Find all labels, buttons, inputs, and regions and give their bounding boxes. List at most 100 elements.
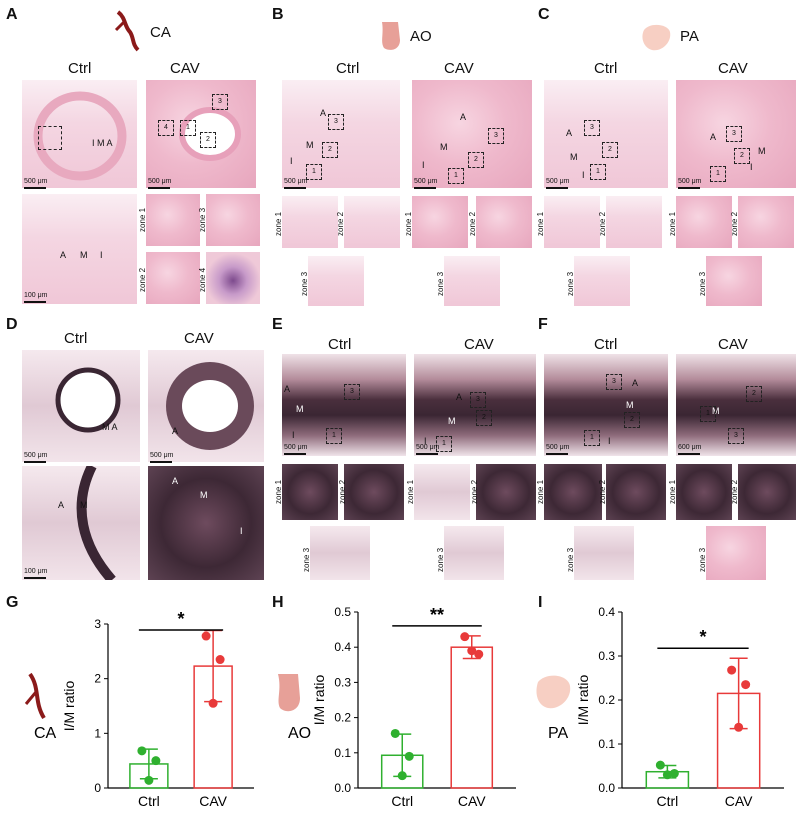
panel-letter-c: C [538,6,550,23]
scale-bar: 100 μm [24,292,48,303]
significance-marker: ** [430,605,444,625]
zone-box-1: 1 [448,168,464,184]
zone-label: zone 1 [536,211,545,236]
x-tick-label: CAV [725,793,753,809]
cav-label-b: CAV [444,60,474,77]
y-tick-label: 0.2 [334,711,351,725]
coronary-artery-icon [24,691,38,705]
zone-label: zone 1 [138,207,147,232]
zone-box-2: 2 [476,410,492,426]
zone-label: zone 1 [668,479,677,504]
significance-marker: * [699,627,706,647]
zone-image [146,252,200,304]
zone-box-1: 1 [584,430,600,446]
scale-bar: 500 μm [148,178,172,189]
ctrl-label-f: Ctrl [594,336,618,353]
y-tick-label: 0.0 [598,781,615,795]
zone-box-3: 3 [728,428,744,444]
zone-box-2: 2 [200,132,216,148]
panel-letter-a: A [6,6,18,23]
zone-image [738,196,794,248]
zone-label: zone 1 [406,479,415,504]
zone-image [282,464,338,520]
scale-bar: 500 μm [678,178,702,189]
zoom-box [38,126,62,150]
zone-box-1: 1 [710,166,726,182]
scale-bar: 100 μm [24,568,48,579]
zone-label: zone 3 [300,271,309,296]
zone-box-3: 3 [488,128,504,144]
y-tick-label: 1 [94,726,101,740]
zone-image [146,194,200,246]
significance-marker: * [177,609,184,629]
zone-image [308,256,364,306]
zone-image [706,526,766,580]
zone-image [310,526,370,580]
y-tick-label: 0.2 [598,693,615,707]
scale-bar: 500 μm [284,178,308,189]
zone-label: zone 2 [336,211,345,236]
data-point [208,698,218,708]
y-tick-label: 3 [94,617,101,631]
zone-box-3: 3 [726,126,742,142]
zone-image [606,464,666,520]
zone-image [676,196,732,248]
y-tick-label: 0.1 [334,746,351,760]
zone-image [476,464,536,520]
panel-letter-b: B [272,6,284,23]
x-tick-label: Ctrl [656,793,678,809]
data-point [144,775,154,785]
zone-image [738,464,796,520]
zone-box-3: 3 [328,114,344,130]
micrograph-a-cav: 3 1 4 2 [146,80,256,188]
vessel-label-ca: CA [150,24,171,41]
bar-cav [450,646,494,789]
zone-label: zone 1 [668,211,677,236]
vessel-label: AO [288,725,311,742]
zone-box-2: 2 [746,386,762,402]
zone-box-3: 3 [470,392,486,408]
zone-box-4: 4 [158,120,174,136]
ctrl-label-c: Ctrl [594,60,618,77]
y-tick-label: 0.5 [334,605,351,619]
y-axis-label: I/M ratio [575,675,591,726]
zone-image [444,256,500,306]
zone-image [206,194,260,246]
y-tick-label: 0 [94,781,101,795]
pulmonary-artery-icon [642,24,671,51]
x-tick-label: Ctrl [391,793,413,809]
zone-label: zone 3 [436,547,445,572]
data-point [137,746,147,756]
data-point [460,632,470,642]
cav-label-f: CAV [718,336,748,353]
zone-image [206,252,260,304]
data-point [474,649,484,659]
micrograph-a-ctrl: I M A [22,80,137,188]
zone-label: zone 2 [598,479,607,504]
panel-letter-i: I [538,594,543,611]
zone-image [476,196,532,248]
zone-box-3: 3 [344,384,360,400]
zone-image [544,464,602,520]
ctrl-label-d: Ctrl [64,330,88,347]
zone-label: zone 4 [198,267,207,292]
zone-label: zone 1 [404,211,413,236]
scale-bar: 500 μm [416,444,440,455]
pulmonary-artery-icon [536,675,571,709]
chart-g: CA 0 1 2 3 I/M ratio Ctrl CAV * [24,609,254,809]
zone-image [412,196,468,248]
vessel-label-pa: PA [680,28,699,45]
y-tick-label: 0.3 [334,675,351,689]
zone-box-1: 1 [700,406,716,422]
scale-bar: 500 μm [24,178,48,189]
zone-label: zone 2 [338,479,347,504]
zone-label: zone 3 [566,547,575,572]
zone-label: zone 3 [436,271,445,296]
zone-label: zone 1 [536,479,545,504]
scale-bar: 500 μm [546,444,570,455]
